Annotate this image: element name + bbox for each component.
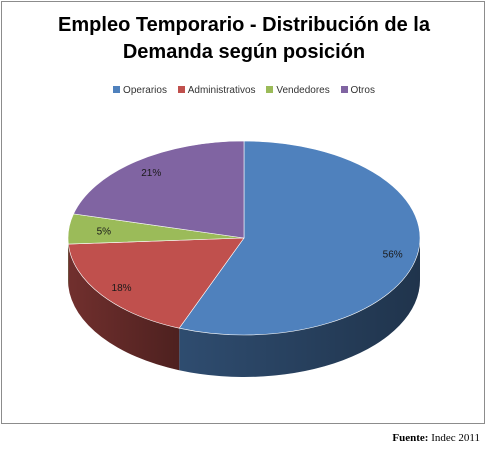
legend-swatch-administrativos xyxy=(177,86,185,93)
data-label-otros: 21% xyxy=(141,168,161,179)
source-note: Fuente: Indec 2011 xyxy=(392,432,480,444)
pie-slice-operarios xyxy=(178,140,421,336)
legend-item-operarios: Operarios xyxy=(113,85,167,96)
pie-slices xyxy=(67,140,421,336)
legend-item-otros: Otros xyxy=(340,85,375,96)
legend-item-administrativos: Administrativos xyxy=(177,85,256,96)
legend-label-administrativos: Administrativos xyxy=(187,85,256,96)
legend-item-vendedores: Vendedores xyxy=(266,85,330,96)
legend-label-otros: Otros xyxy=(350,85,375,96)
legend-label-vendedores: Vendedores xyxy=(276,85,330,96)
pie-chart: 56% 18% 5% 21% xyxy=(67,140,421,378)
legend-swatch-vendedores xyxy=(266,86,274,93)
legend-swatch-operarios xyxy=(113,86,121,93)
chart-title-line-1: Empleo Temporario - Distribución de la xyxy=(58,14,430,36)
source-label: Fuente: xyxy=(392,432,429,444)
pie-slice-otros xyxy=(73,140,245,239)
chart-title-line-2: Demanda según posición xyxy=(122,41,366,63)
data-label-administrativos: 18% xyxy=(112,283,132,294)
pie-side-shade-administrativos xyxy=(68,244,180,371)
legend-swatch-otros xyxy=(340,86,348,93)
chart-title: Empleo Temporario - Distribución de la D… xyxy=(0,12,488,66)
pie-side-shade-operarios xyxy=(179,238,420,378)
pie-slice-administrativos xyxy=(68,237,245,329)
legend-label-operarios: Operarios xyxy=(123,85,167,96)
source-text: Indec 2011 xyxy=(431,432,480,444)
pie-data-labels: 56% 18% 5% 21% xyxy=(97,168,403,294)
chart-legend: Operarios Administrativos Vendedores Otr… xyxy=(0,85,488,96)
pie-sides xyxy=(68,238,420,378)
data-label-operarios: 56% xyxy=(383,250,403,261)
data-label-vendedores: 5% xyxy=(97,227,112,238)
